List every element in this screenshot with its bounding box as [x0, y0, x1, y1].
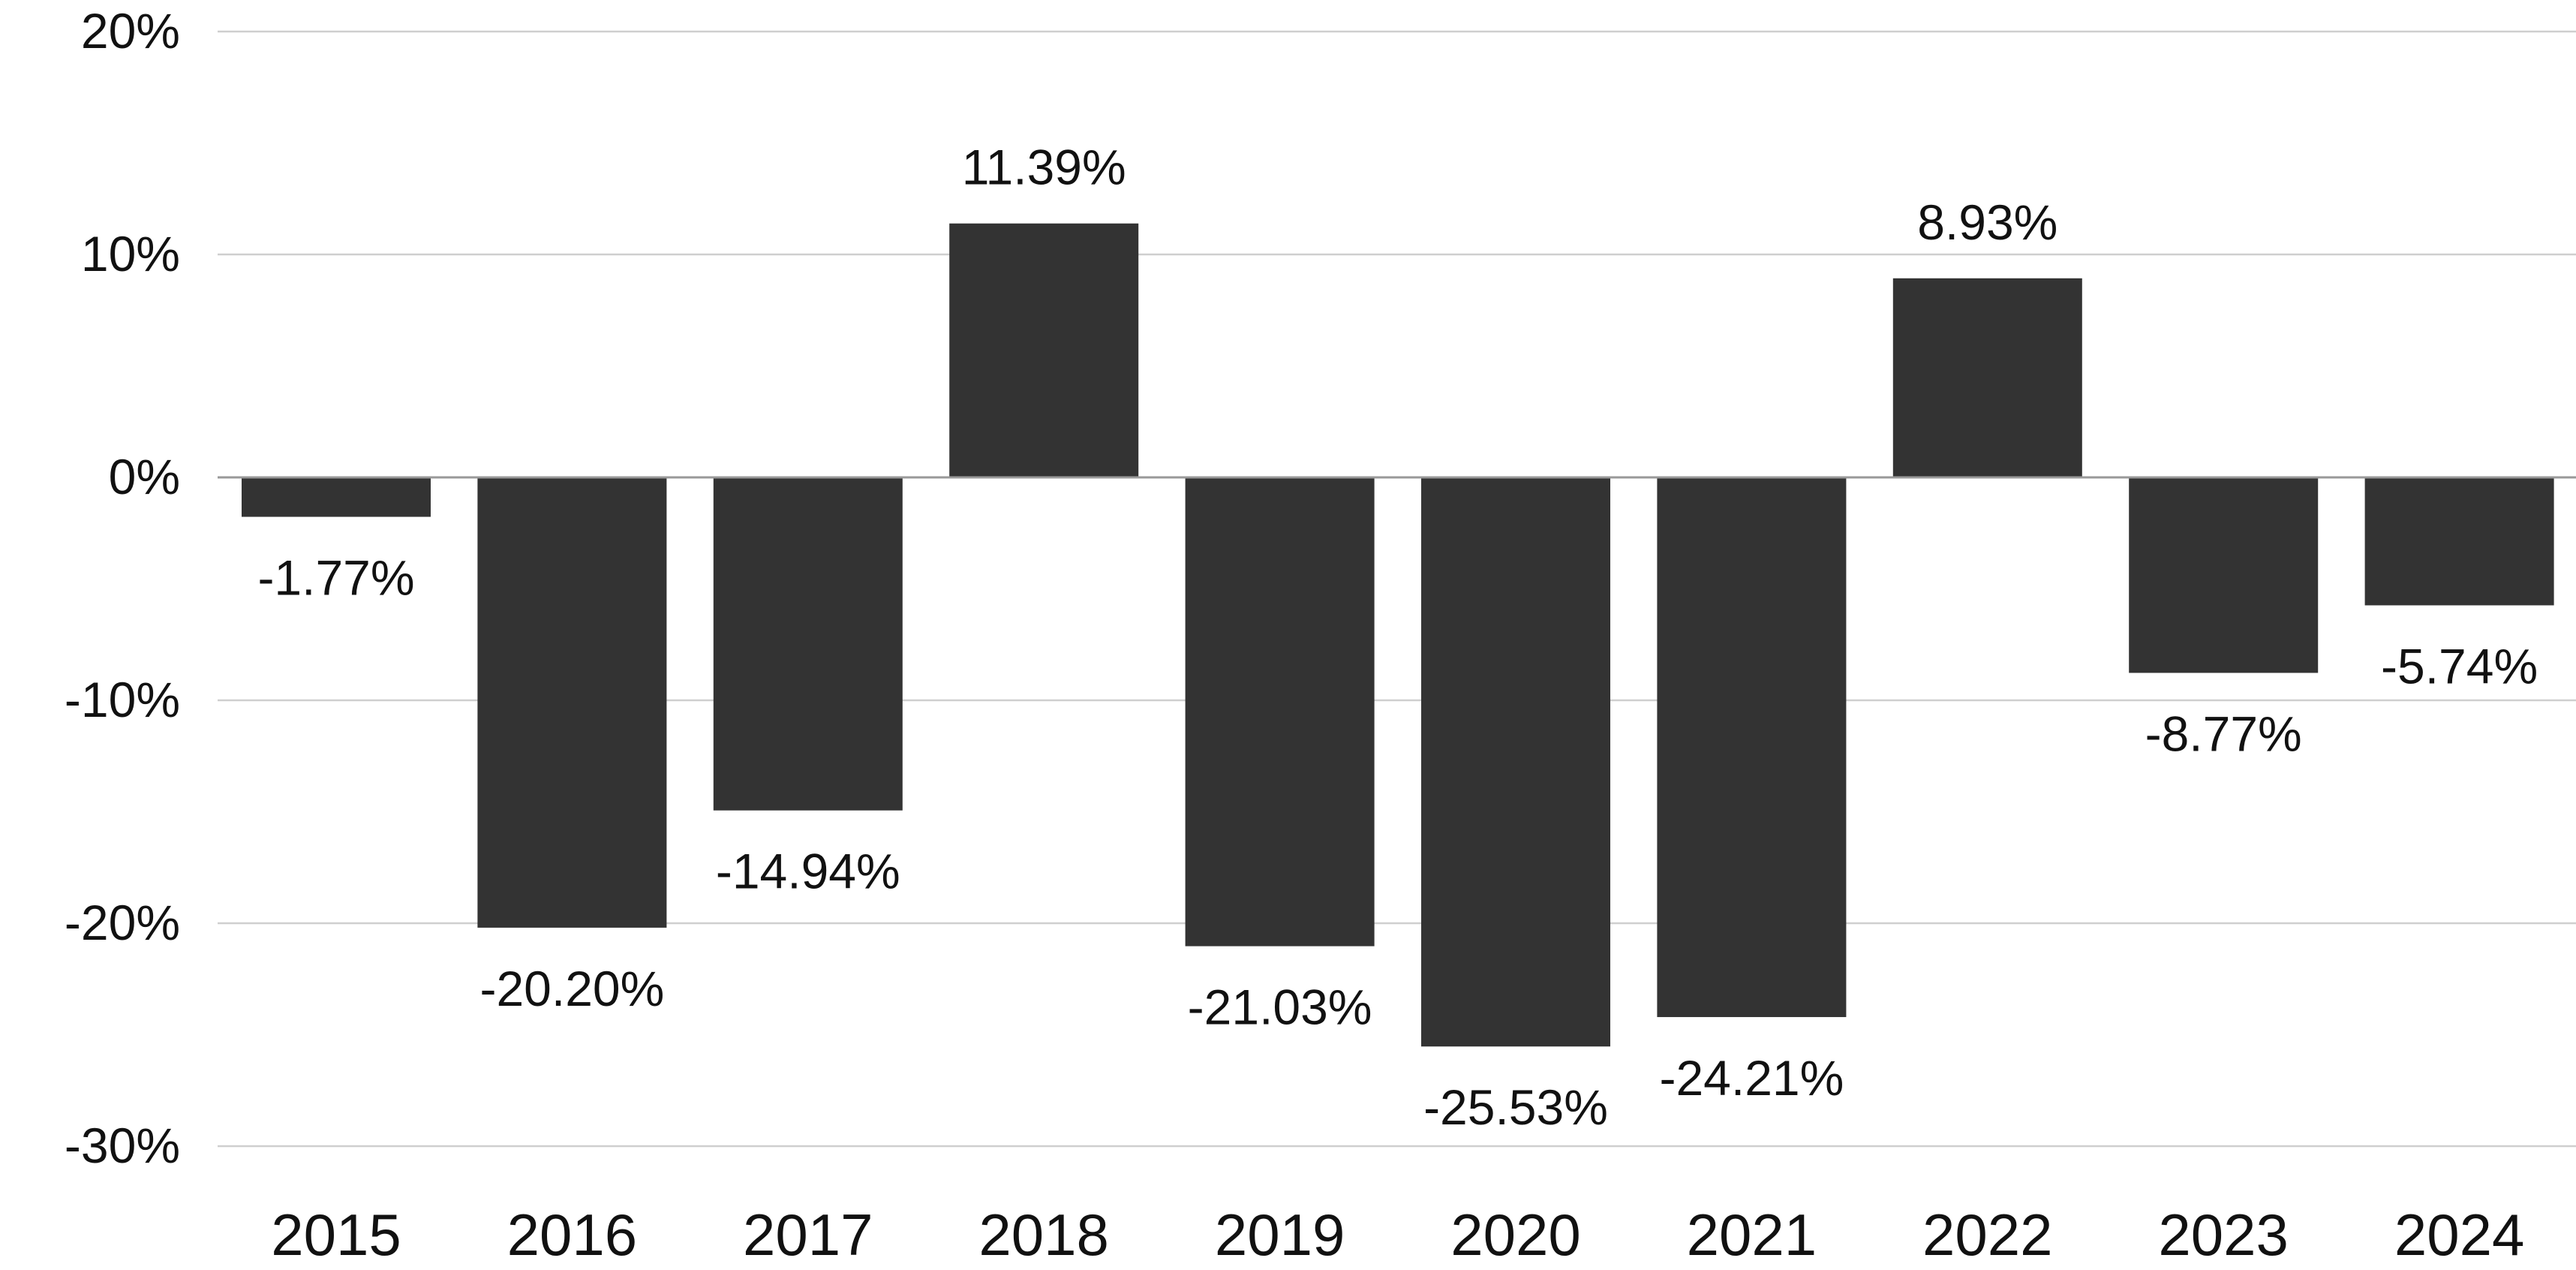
data-label: -25.53% — [1423, 1079, 1608, 1135]
data-label: -8.77% — [2145, 706, 2302, 761]
data-label: -1.77% — [257, 550, 414, 606]
bar — [713, 477, 903, 811]
x-category-label: 2021 — [1687, 1202, 1817, 1268]
y-tick-label: -20% — [65, 895, 180, 950]
bar — [1892, 278, 2082, 477]
x-category-label: 2019 — [1215, 1202, 1345, 1268]
data-label: 8.93% — [1917, 194, 2057, 250]
bar — [1185, 477, 1375, 946]
y-tick-label: 10% — [81, 226, 180, 281]
x-category-label: 2020 — [1450, 1202, 1581, 1268]
x-category-label: 2015 — [271, 1202, 401, 1268]
y-tick-label: -30% — [65, 1118, 180, 1173]
x-category-label: 2017 — [743, 1202, 873, 1268]
data-label: -24.21% — [1659, 1050, 1844, 1106]
bar — [2129, 477, 2319, 673]
data-label: 11.39% — [962, 140, 1126, 195]
bar — [1657, 477, 1847, 1018]
y-tick-label: 20% — [81, 3, 180, 59]
data-label: -5.74% — [2381, 638, 2538, 694]
bar — [949, 223, 1139, 477]
x-category-label: 2024 — [2394, 1202, 2525, 1268]
bars — [242, 223, 2554, 1047]
bar — [477, 477, 667, 928]
y-tick-label: 0% — [109, 449, 180, 504]
bar — [2364, 477, 2554, 606]
x-category-label: 2023 — [2158, 1202, 2289, 1268]
bar — [242, 477, 431, 517]
data-label: -14.94% — [716, 844, 900, 899]
y-axis-tick-labels: 20% 10% 0% -10% -20% -30% — [65, 3, 180, 1173]
x-category-label: 2022 — [1922, 1202, 2053, 1268]
x-category-label: 2018 — [978, 1202, 1109, 1268]
x-category-label: 2016 — [507, 1202, 638, 1268]
x-axis-category-labels: 2015 2016 2017 2018 2019 2020 2021 2022 2023 2024 — [271, 1202, 2524, 1268]
y-tick-label: -10% — [65, 672, 180, 727]
data-labels: -1.77% -20.20% -14.94% 11.39% -21.03% -25.53%… — [257, 140, 2538, 1136]
bar — [1421, 477, 1610, 1047]
data-label: -21.03% — [1188, 980, 1372, 1035]
data-label: -20.20% — [479, 961, 664, 1016]
